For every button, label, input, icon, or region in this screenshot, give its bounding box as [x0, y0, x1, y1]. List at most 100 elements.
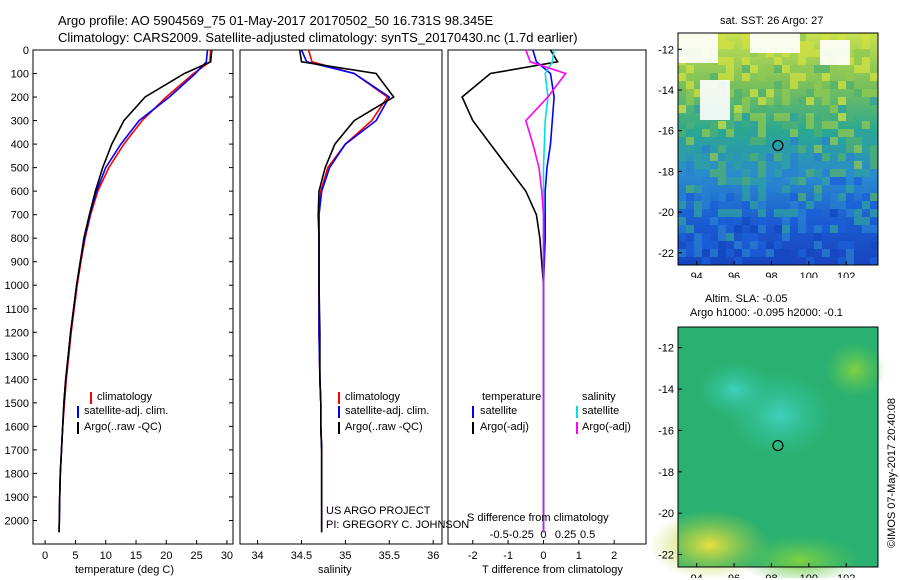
sst-pixel	[798, 33, 806, 41]
sst-pixel	[766, 153, 774, 161]
sst-pixel	[718, 145, 726, 153]
sst-pixel	[806, 65, 814, 73]
depth-tick-label: 1800	[5, 468, 29, 480]
sst-pixel	[782, 233, 790, 241]
sst-pixel	[846, 185, 854, 193]
sst-pixel	[846, 241, 854, 249]
sst-pixel	[862, 201, 870, 209]
sal-legend-argo: Argo(..raw -QC)	[345, 421, 423, 433]
sst-pixel	[734, 89, 742, 97]
sst-pixel	[838, 169, 846, 177]
sst-pixel	[814, 209, 822, 217]
sst-pixel	[678, 129, 686, 137]
diff-s-tick-label: 0.5	[580, 529, 595, 541]
map-lat-tick-label: -20	[658, 207, 674, 219]
diff-s-tick-label: 0	[540, 529, 546, 541]
sst-pixel	[870, 145, 878, 153]
sst-pixel	[766, 89, 774, 97]
sst-pixel	[798, 73, 806, 81]
sst-pixel	[678, 105, 686, 113]
depth-tick-label: 1100	[5, 304, 29, 316]
sst-pixel	[742, 105, 750, 113]
sst-pixel	[854, 161, 862, 169]
sst-pixel	[838, 193, 846, 201]
sst-pixel	[718, 257, 726, 265]
sst-pixel	[822, 73, 830, 81]
sst-pixel	[870, 201, 878, 209]
sst-pixel	[798, 49, 806, 57]
sst-pixel	[742, 201, 750, 209]
sst-pixel	[838, 177, 846, 185]
sst-pixel	[742, 185, 750, 193]
sst-pixel	[846, 249, 854, 257]
sst-pixel	[734, 185, 742, 193]
sst-pixel	[806, 97, 814, 105]
sst-pixel	[870, 241, 878, 249]
sst-pixel	[814, 193, 822, 201]
difference-series	[461, 49, 567, 533]
sst-pixel	[814, 153, 822, 161]
sst-pixel	[734, 257, 742, 265]
sst-pixel	[790, 161, 798, 169]
sla-map-axes: -12 -14 -16 -18 -20 -22 94 96 98 100 102	[658, 343, 855, 578]
sst-pixel	[734, 209, 742, 217]
diff-t-tick-label: 0	[540, 550, 546, 562]
sst-pixel	[782, 217, 790, 225]
sst-pixel	[726, 177, 734, 185]
salinity-series	[298, 49, 395, 533]
sst-pixel	[830, 201, 838, 209]
sst-pixel	[870, 225, 878, 233]
temperature-tick-label: 30	[221, 550, 233, 562]
sst-pixel	[734, 105, 742, 113]
sst-pixel	[814, 129, 822, 137]
sst-pixel	[718, 177, 726, 185]
sst-pixel	[822, 97, 830, 105]
sst-pixel	[686, 185, 694, 193]
diff-s-tick-label: -0.25	[509, 529, 534, 541]
sst-pixel	[686, 89, 694, 97]
imos-stamp: ©IMOS 07-May-2017 20:40:08	[886, 398, 898, 548]
sst-pixel	[750, 249, 758, 257]
sst-pixel	[694, 209, 702, 217]
sst-pixel	[774, 169, 782, 177]
sst-pixel	[702, 177, 710, 185]
depth-tick-label: 1000	[5, 280, 29, 292]
sst-pixel	[686, 241, 694, 249]
sst-pixel	[710, 73, 718, 81]
sst-pixel	[846, 113, 854, 121]
sst-pixel	[694, 257, 702, 265]
sst-pixel	[870, 89, 878, 97]
sst-pixel	[702, 257, 710, 265]
sst-pixel	[782, 121, 790, 129]
sst-pixel	[734, 177, 742, 185]
map-lon-tick-label: 94	[691, 573, 703, 578]
sst-pixel	[726, 193, 734, 201]
sst-pixel	[790, 201, 798, 209]
sst-pixel	[694, 249, 702, 257]
series-salinity-argo-adj-	[524, 49, 567, 533]
sst-pixel	[750, 241, 758, 249]
depth-tick-label: 600	[11, 186, 29, 198]
sst-pixel	[686, 97, 694, 105]
sst-pixel	[870, 257, 878, 265]
sst-pixel	[734, 217, 742, 225]
sst-pixel	[862, 33, 870, 41]
temp-legend-satellite: satellite-adj. clim.	[84, 405, 169, 417]
sst-pixel	[790, 169, 798, 177]
sst-pixel	[686, 121, 694, 129]
sst-pixel	[726, 65, 734, 73]
depth-tick-label: 1600	[5, 421, 29, 433]
sst-pixel	[710, 177, 718, 185]
sst-pixel	[686, 137, 694, 145]
sal-legend-climatology: climatology	[345, 391, 401, 403]
depth-tick-label: 1400	[5, 374, 29, 386]
sst-pixel	[854, 209, 862, 217]
sst-pixel	[846, 73, 854, 81]
diff-t-tick-label: -2	[468, 550, 478, 562]
sst-pixel	[742, 169, 750, 177]
sst-pixel	[862, 193, 870, 201]
sst-pixel	[734, 241, 742, 249]
temp-legend-climatology: climatology	[97, 391, 153, 403]
depth-tick-label: 700	[11, 210, 29, 222]
sst-pixel	[782, 209, 790, 217]
